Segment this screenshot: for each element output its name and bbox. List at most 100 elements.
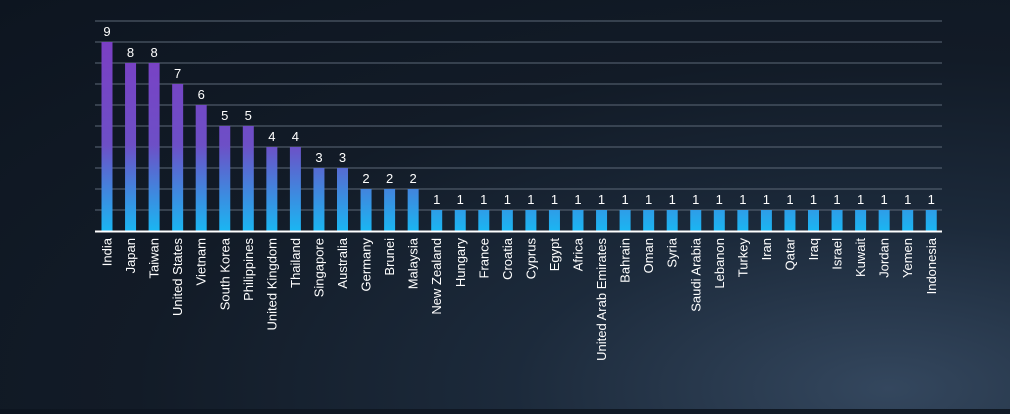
data-label: 1 <box>645 192 652 207</box>
data-label: 1 <box>739 192 746 207</box>
data-label: 1 <box>551 192 558 207</box>
bar <box>784 210 796 231</box>
data-label: 6 <box>198 87 205 102</box>
data-label: 2 <box>410 171 417 186</box>
category-tick-label: France <box>476 238 491 278</box>
bar <box>454 210 466 231</box>
data-label: 4 <box>268 129 275 144</box>
category-tick-label: Germany <box>359 238 374 292</box>
category-tick-label: Taiwan <box>147 238 162 278</box>
bar <box>902 210 914 231</box>
bar <box>855 210 867 231</box>
data-label: 5 <box>245 108 252 123</box>
bar <box>125 63 137 231</box>
category-tick-label: Australia <box>335 237 350 288</box>
data-label: 1 <box>833 192 840 207</box>
data-label: 1 <box>881 192 888 207</box>
bar <box>925 210 937 231</box>
bar <box>337 168 348 231</box>
bar <box>572 210 584 231</box>
data-label: 1 <box>574 192 581 207</box>
bar <box>242 126 254 231</box>
category-tick-label: Singapore <box>311 238 326 297</box>
data-label: 3 <box>339 150 346 165</box>
category-tick-label: Jordan <box>877 238 892 278</box>
data-label: 1 <box>480 192 487 207</box>
data-label: 1 <box>504 192 511 207</box>
data-label: 1 <box>433 192 440 207</box>
bar <box>195 105 207 231</box>
category-tick-label: Israel <box>830 238 845 270</box>
category-tick-label: Cyprus <box>523 238 538 280</box>
category-tick-label: Lebanon <box>712 238 727 289</box>
data-label: 3 <box>315 150 322 165</box>
category-tick-label: Thailand <box>288 238 303 288</box>
bar <box>666 210 678 231</box>
data-labels: 9 8 8 7 6 5 5 4 4 3 3 2 2 2 1 1 1 1 1 1 1 1 1 1 1 1 1 1 1 1 1 1 1 1 1 1 <box>103 24 934 207</box>
category-tick-labels: India Japan Taiwan United States Vietnam Sout… <box>100 237 939 361</box>
bar <box>548 210 560 231</box>
data-label: 1 <box>457 192 464 207</box>
category-tick-label: Turkey <box>735 238 750 278</box>
bar <box>360 189 372 231</box>
bar <box>407 189 419 231</box>
data-label: 4 <box>292 129 299 144</box>
data-label: 8 <box>127 45 134 60</box>
bar <box>713 210 725 231</box>
bar <box>384 189 396 231</box>
data-label: 1 <box>786 192 793 207</box>
category-tick-label: Bahrain <box>618 238 633 283</box>
bar <box>501 210 513 231</box>
category-tick-label: Kuwait <box>853 238 868 277</box>
data-label: 2 <box>386 171 393 186</box>
data-label: 1 <box>928 192 935 207</box>
category-tick-label: Egypt <box>547 238 562 272</box>
data-label: 1 <box>763 192 770 207</box>
category-tick-label: Hungary <box>453 238 468 288</box>
bar <box>760 210 772 231</box>
category-tick-label: India <box>100 237 115 266</box>
category-tick-label: Africa <box>571 237 586 271</box>
category-tick-label: United Kingdom <box>264 238 279 331</box>
category-tick-label: Iraq <box>806 238 821 260</box>
category-tick-label: Yemen <box>900 238 915 278</box>
category-tick-label: Vietnam <box>194 238 209 285</box>
category-tick-label: United States <box>170 238 185 317</box>
bar <box>690 210 702 231</box>
data-label: 1 <box>527 192 534 207</box>
bar <box>148 63 160 231</box>
bar <box>172 84 184 231</box>
category-tick-label: Saudi Arabia <box>688 237 703 311</box>
data-label: 1 <box>716 192 723 207</box>
bar <box>289 147 301 231</box>
bar <box>266 147 278 231</box>
data-label: 1 <box>621 192 628 207</box>
category-tick-label: Oman <box>641 238 656 273</box>
bar <box>808 210 819 231</box>
data-label: 1 <box>857 192 864 207</box>
data-label: 5 <box>221 108 228 123</box>
bar <box>525 210 537 231</box>
category-tick-label: New Zealand <box>429 238 444 315</box>
data-label: 8 <box>150 45 157 60</box>
bar <box>478 210 490 231</box>
bar <box>313 168 325 231</box>
data-label: 1 <box>692 192 699 207</box>
data-label: 1 <box>598 192 605 207</box>
bar <box>737 210 749 231</box>
gridlines <box>95 20 942 211</box>
bar <box>596 210 608 231</box>
category-tick-label: Malaysia <box>406 237 421 289</box>
category-tick-label: Iran <box>759 238 774 260</box>
data-label: 1 <box>904 192 911 207</box>
data-label: 9 <box>103 24 110 39</box>
category-tick-label: Syria <box>665 237 680 267</box>
category-tick-label: Japan <box>123 238 138 273</box>
bar <box>831 210 843 231</box>
bars <box>101 42 937 231</box>
data-label: 2 <box>362 171 369 186</box>
bar <box>101 42 113 231</box>
bar <box>619 210 631 231</box>
